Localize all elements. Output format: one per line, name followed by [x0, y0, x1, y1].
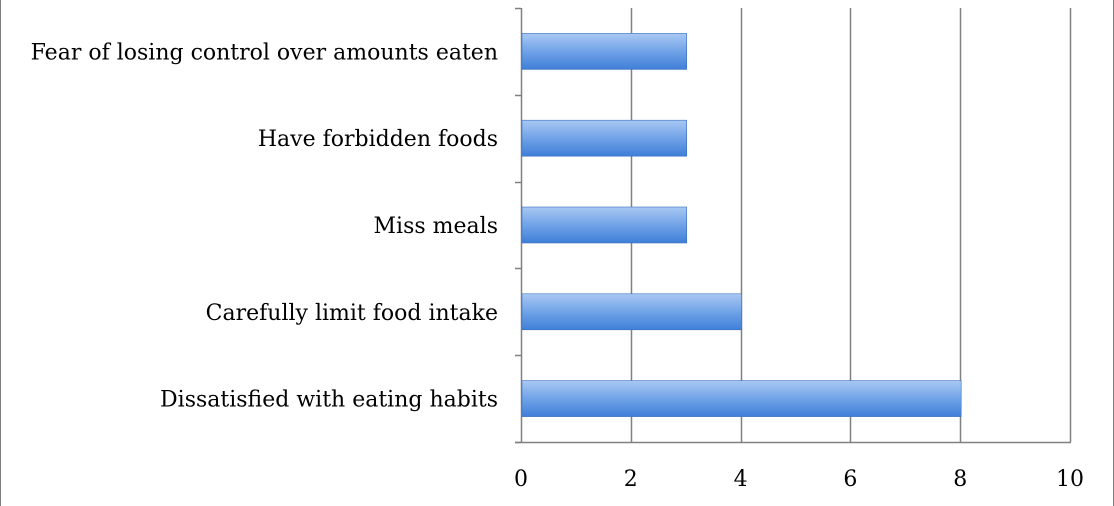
- x-tick-label: 2: [624, 467, 638, 492]
- x-tick-label: 6: [843, 467, 857, 492]
- category-label: Dissatisfied with eating habits: [160, 388, 498, 413]
- category-labels: Fear of losing control over amounts eate…: [31, 40, 498, 412]
- x-tick-labels: 0 2 4 6 8 10: [514, 467, 1084, 492]
- bar-4: [521, 293, 742, 331]
- bars: [521, 33, 962, 417]
- bar-5: [521, 380, 962, 417]
- category-label: Carefully limit food intake: [206, 301, 498, 326]
- gridlines: [630, 8, 1072, 442]
- x-tick-label: 10: [1056, 467, 1084, 492]
- axes: [515, 7, 1071, 444]
- x-tick-label: 8: [953, 467, 967, 492]
- category-label: Miss meals: [374, 214, 498, 239]
- category-label: Fear of losing control over amounts eate…: [31, 40, 498, 65]
- bar-1: [521, 33, 687, 70]
- x-tick-label: 0: [514, 467, 528, 492]
- bar-3: [521, 206, 687, 244]
- x-tick-label: 4: [734, 467, 748, 492]
- bar-2: [521, 119, 687, 157]
- category-label: Have forbidden foods: [258, 127, 498, 152]
